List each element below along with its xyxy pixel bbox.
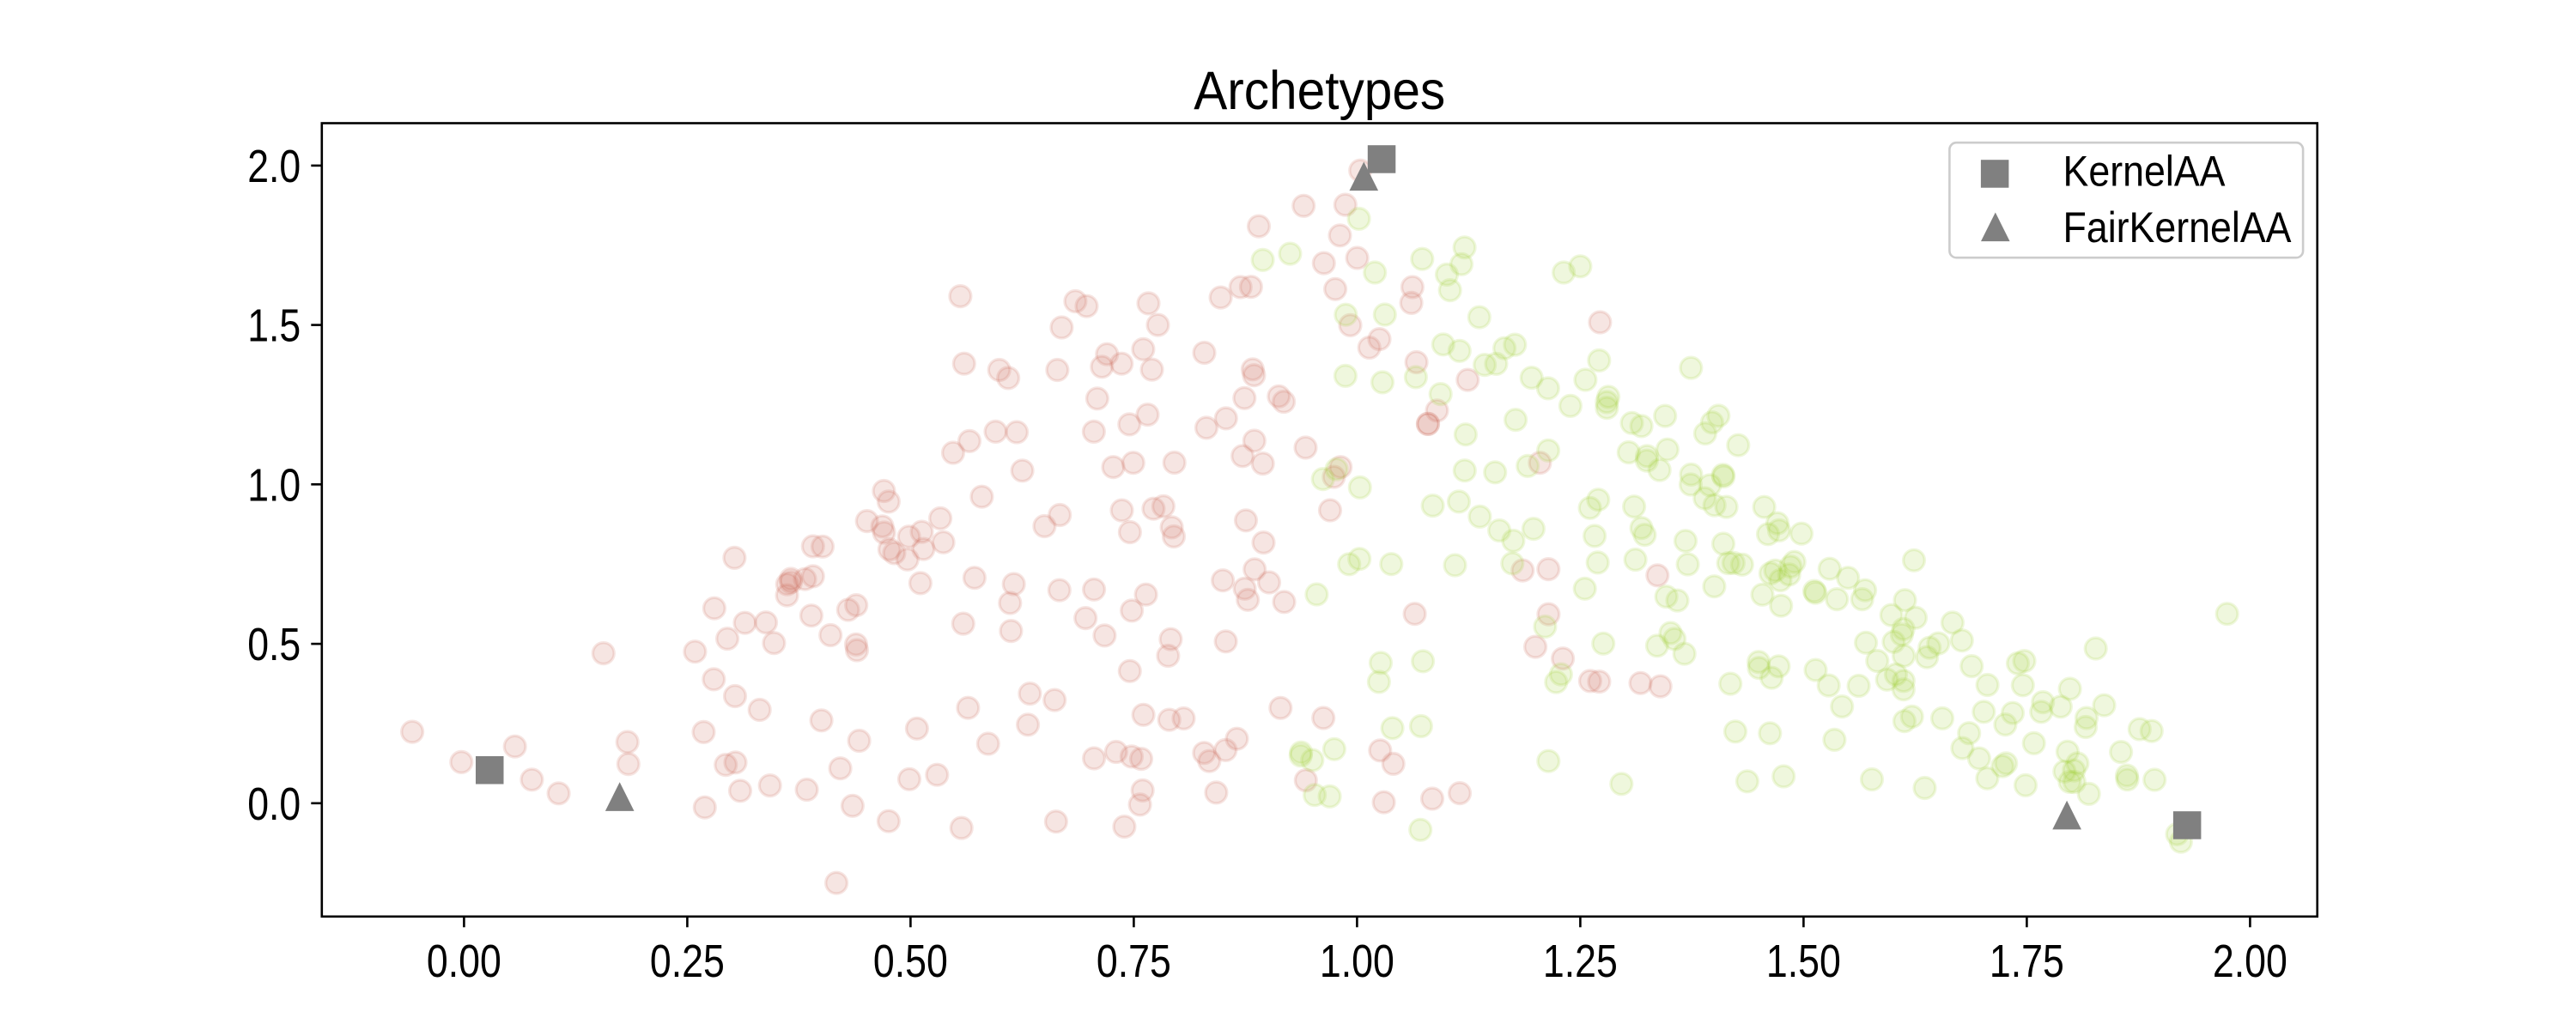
svg-text:FairKernelAA: FairKernelAA [2063,203,2293,251]
svg-text:Archetypes: Archetypes [1194,61,1445,121]
svg-text:2.00: 2.00 [2213,936,2287,987]
svg-text:0.5: 0.5 [247,619,301,670]
svg-text:0.75: 0.75 [1097,936,1171,987]
svg-text:0.0: 0.0 [247,779,301,830]
svg-text:1.0: 1.0 [247,459,301,511]
svg-text:1.00: 1.00 [1320,936,1394,987]
svg-text:1.25: 1.25 [1543,936,1618,987]
svg-text:0.25: 0.25 [650,936,725,987]
svg-text:0.50: 0.50 [873,936,948,987]
svg-text:1.50: 1.50 [1766,936,1841,987]
svg-text:1.75: 1.75 [1990,936,2064,987]
svg-text:1.5: 1.5 [247,300,301,352]
svg-text:2.0: 2.0 [247,141,301,192]
svg-text:KernelAA: KernelAA [2063,148,2227,196]
svg-text:0.00: 0.00 [427,936,501,987]
